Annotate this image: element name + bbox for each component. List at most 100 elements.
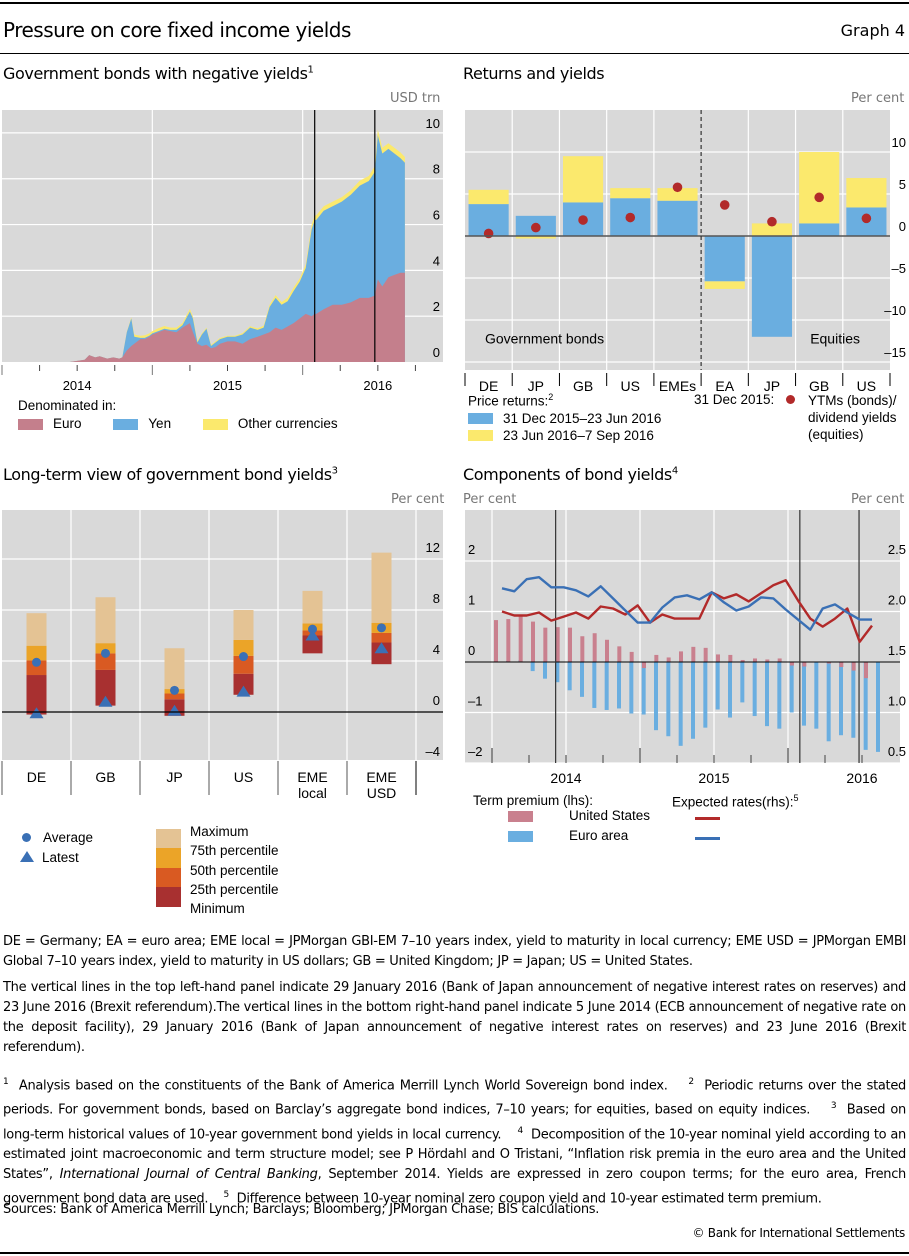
average-marker — [101, 648, 110, 658]
bar-us-term-premium — [864, 662, 868, 679]
group-label-government-bonds: Government bonds — [485, 331, 604, 347]
x-category-label: local — [298, 785, 327, 801]
y-tick-label: 8 — [433, 162, 440, 177]
yen-swatch — [113, 418, 139, 430]
line-ea-expected-rates — [501, 575, 872, 631]
average-marker — [32, 657, 41, 667]
y-tick-label-right: 1.0 — [888, 694, 906, 709]
band-p50-p75 — [95, 643, 116, 654]
bar-ea-term-premium — [641, 662, 646, 715]
yield-dot — [767, 216, 777, 227]
title-rule — [0, 53, 909, 54]
legend-item-period1: 31 Dec 2015–23 Jun 2016 — [468, 411, 661, 426]
bar-period1 — [799, 223, 840, 236]
y-tick-label: 10 — [426, 116, 440, 131]
y-tick-label: 6 — [433, 208, 440, 223]
band-min-p25 — [233, 673, 254, 695]
euro-swatch — [18, 418, 43, 430]
legend-negative-yields: Denominated in: Euro Yen Other currencie… — [18, 398, 338, 431]
yield-dot — [483, 228, 494, 239]
legend-markers: Average Latest — [20, 828, 93, 868]
legend-item-euro: Euro — [18, 416, 82, 431]
band-p25-p50 — [371, 632, 392, 643]
x-category-label: EME — [297, 769, 327, 785]
y-tick-label-right: 1.5 — [888, 643, 906, 658]
plot-background — [2, 510, 443, 760]
x-category-label: DE — [479, 378, 498, 394]
bar-period2 — [562, 156, 604, 203]
legend-item-other: Other currencies — [202, 416, 338, 431]
legend-title-price-returns: Price returns: — [468, 393, 549, 409]
x-category-label: GB — [573, 378, 593, 394]
band-min-p25 — [95, 669, 116, 706]
y-tick-label-left: –2 — [468, 744, 482, 759]
bar-us-term-premium — [728, 654, 733, 662]
x-category-label: EME — [366, 769, 396, 785]
red-dot-icon — [786, 395, 796, 404]
bar-period2 — [799, 152, 840, 224]
us-term-swatch — [508, 810, 533, 822]
bar-ea-term-premium — [703, 662, 708, 728]
bar-ea-term-premium — [617, 662, 621, 709]
average-marker — [170, 685, 179, 695]
legend-returns: Price returns:2 31 Dec 2015–23 Jun 2016 … — [468, 392, 662, 443]
y-tick-label: 0 — [899, 219, 906, 234]
bar-period1 — [657, 200, 698, 236]
y-tick-label: 8 — [433, 591, 440, 606]
latest-marker — [374, 642, 389, 654]
other-swatch — [202, 418, 228, 430]
yellow-swatch — [468, 430, 493, 442]
bar-us-term-premium — [543, 627, 548, 662]
axis-unit-right: Per cent — [851, 492, 905, 507]
bar-us-term-premium — [654, 654, 659, 662]
x-year-label: 2014 — [63, 378, 92, 393]
latest-marker — [98, 695, 113, 707]
latest-marker — [167, 704, 182, 716]
bar-us-term-premium — [518, 616, 523, 662]
p25-swatch — [156, 887, 181, 907]
bar-us-term-premium — [494, 620, 498, 662]
bar-ea-term-premium — [728, 662, 732, 718]
panel-title-components: Components of bond yields4 — [463, 465, 678, 484]
bar-ea-term-premium — [629, 662, 634, 714]
bar-ea-term-premium — [567, 662, 572, 691]
bar-period1 — [704, 236, 745, 282]
panel-title-negative-yields: Government bonds with negative yields1 — [3, 64, 314, 83]
legend-title: Denominated in: — [18, 398, 117, 413]
bar-us-term-premium — [605, 639, 609, 662]
bar-ea-term-premium — [691, 662, 695, 739]
y-tick-label: 0 — [433, 345, 440, 360]
p50-swatch — [156, 868, 181, 887]
bar-ea-term-premium — [863, 662, 868, 750]
band-p25-p50 — [164, 693, 185, 700]
x-year-label: 2016 — [846, 770, 877, 786]
legend-components: Term premium (lhs): — [473, 793, 594, 808]
band-p25-p50 — [26, 660, 47, 676]
legend-item-us: United States — [508, 808, 720, 823]
bar-ea-term-premium — [851, 662, 856, 738]
bar-period1 — [751, 236, 793, 337]
x-year-label: 2015 — [213, 378, 242, 393]
band-p75-max — [233, 610, 254, 640]
footnotes: 1 Analysis based on the constituents of … — [3, 1077, 907, 1207]
x-category-label: US — [857, 378, 876, 394]
panel-title-long-term: Long-term view of government bond yields… — [3, 465, 338, 484]
band-p75-max — [95, 597, 116, 644]
bar-us-term-premium — [827, 662, 831, 664]
bar-ea-term-premium — [826, 662, 831, 742]
y-tick-label: –5 — [892, 261, 906, 276]
legend-item-average: Average — [20, 828, 93, 848]
band-p75-max — [371, 552, 392, 623]
ea-term-swatch — [508, 830, 533, 842]
abbreviations-note: DE = Germany; EA = euro area; EME local … — [3, 934, 906, 969]
area-euro — [69, 272, 405, 362]
average-marker — [239, 652, 248, 662]
axis-unit-per-cent: Per cent — [391, 492, 445, 507]
bar-us-term-premium — [506, 619, 511, 662]
band-p25-p50 — [233, 655, 254, 674]
y-tick-label: 4 — [433, 253, 440, 268]
x-category-label: JP — [166, 769, 182, 785]
latest-marker — [29, 707, 44, 719]
legend-components-right-title: Expected rates(rhs):5 — [672, 793, 799, 810]
